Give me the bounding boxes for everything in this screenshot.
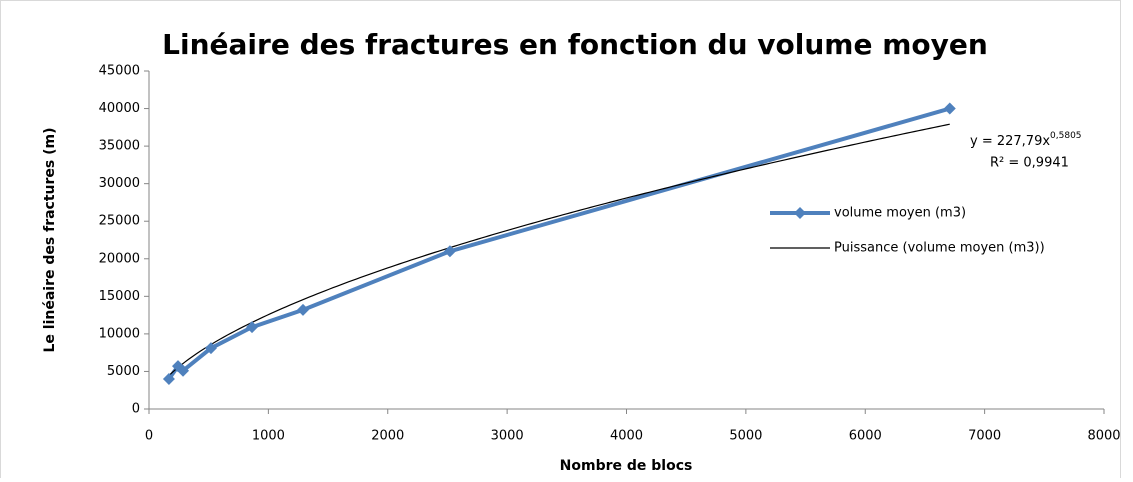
- x-tick-label: 2000: [371, 429, 404, 444]
- y-tick-label: 15000: [99, 289, 140, 304]
- legend-label: Puissance (volume moyen (m3)): [834, 241, 1045, 256]
- y-tick-label: 35000: [99, 139, 140, 154]
- marker: [443, 245, 456, 258]
- x-tick-label: 0: [145, 429, 153, 444]
- legend-label: volume moyen (m3): [834, 206, 966, 221]
- marker: [204, 342, 217, 355]
- marker: [943, 102, 956, 115]
- trendline-label: y = 227,79x0,5805 R² = 0,9941: [970, 131, 1082, 171]
- legend-marker: [794, 207, 806, 219]
- y-tick-label: 5000: [107, 364, 140, 379]
- x-tick-label: 7000: [968, 429, 1001, 444]
- x-tick-label: 1000: [252, 429, 285, 444]
- marker: [296, 303, 309, 316]
- marker: [177, 364, 190, 377]
- equation-text: y = 227,79x: [970, 134, 1050, 149]
- x-tick-label: 6000: [849, 429, 882, 444]
- y-tick-label: 45000: [99, 64, 140, 79]
- x-tick-label: 5000: [729, 429, 762, 444]
- y-tick-label: 10000: [99, 326, 140, 341]
- x-axis-label: Nombre de blocs: [560, 458, 693, 474]
- trendline-equation: y = 227,79x0,5805: [970, 131, 1082, 149]
- y-tick-label: 30000: [99, 176, 140, 191]
- y-tick-label: 20000: [99, 251, 140, 266]
- chart-title: Linéaire des fractures en fonction du vo…: [162, 28, 988, 61]
- y-tick-label: 0: [132, 402, 140, 417]
- trendline-r-squared: R² = 0,9941: [990, 156, 1069, 171]
- equation-exponent: 0,5805: [1050, 131, 1082, 141]
- trendline: [168, 123, 950, 377]
- y-tick-label: 25000: [99, 214, 140, 229]
- x-tick-label: 8000: [1087, 429, 1120, 444]
- x-tick-label: 3000: [491, 429, 524, 444]
- marker: [246, 321, 259, 334]
- marker: [162, 372, 175, 385]
- x-tick-label: 4000: [610, 429, 643, 444]
- y-tick-label: 40000: [99, 101, 140, 116]
- y-axis-label: Le linéaire des fractures (m): [42, 128, 58, 353]
